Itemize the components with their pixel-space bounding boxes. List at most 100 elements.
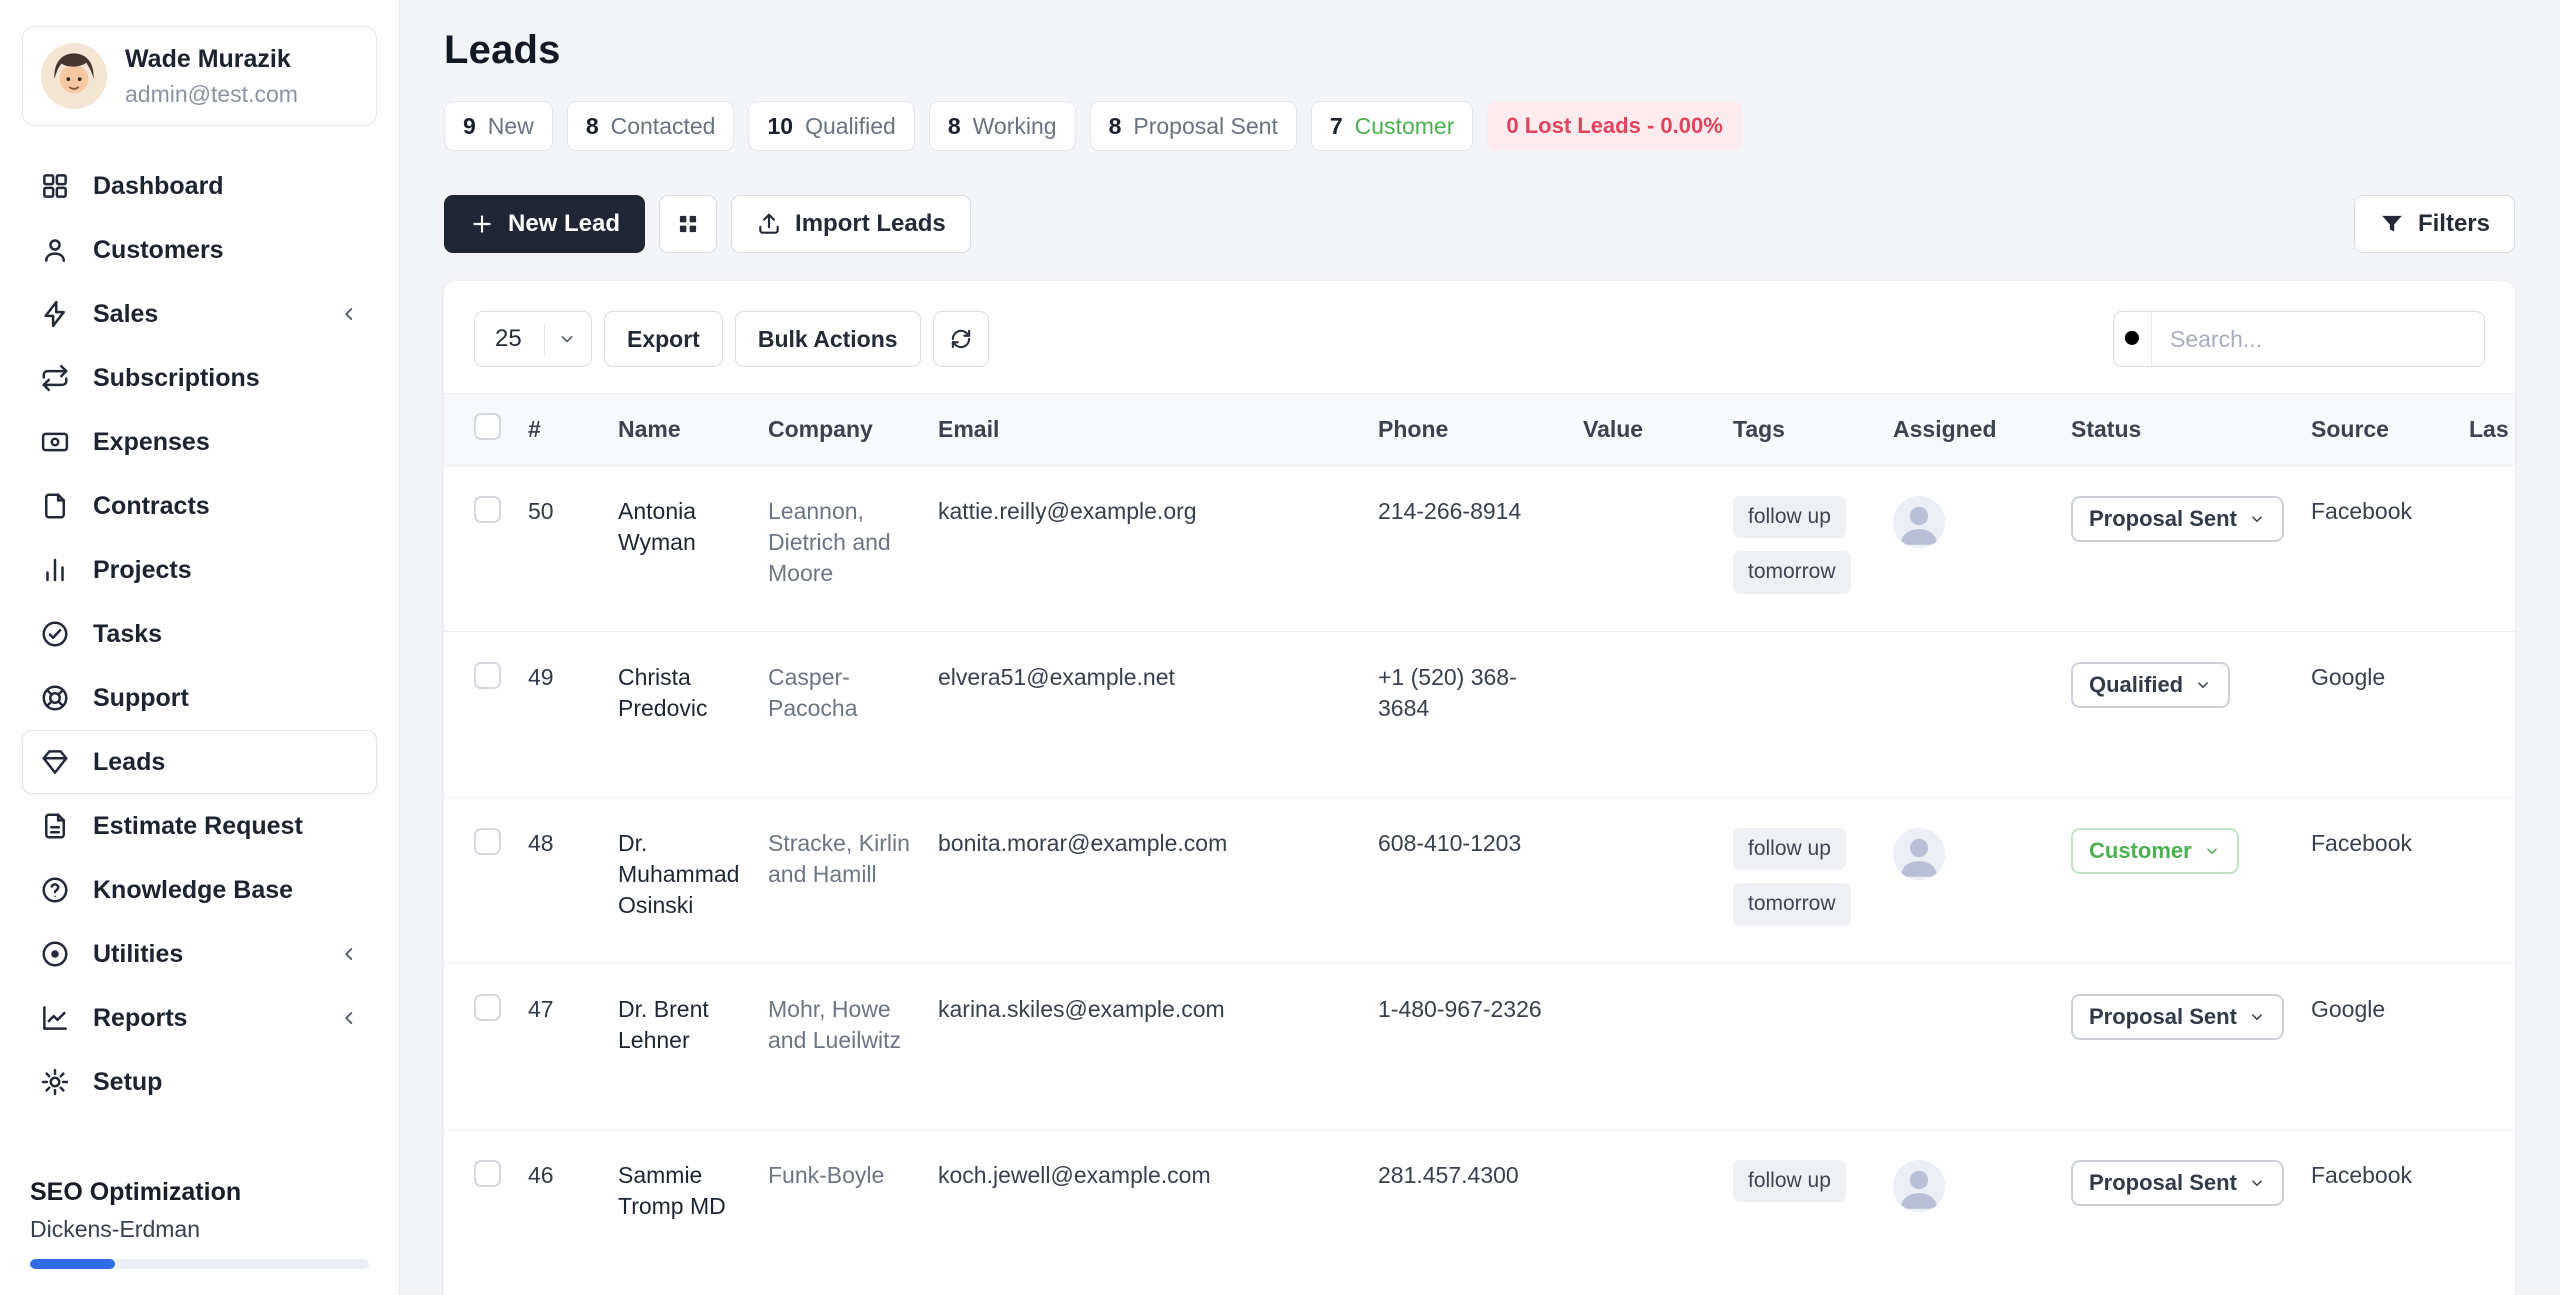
column-header-company[interactable]: Company — [754, 393, 924, 466]
row-checkbox[interactable] — [474, 828, 501, 855]
sidebar-item-expenses[interactable]: Expenses — [22, 410, 377, 474]
cell-last — [2455, 963, 2515, 1130]
row-select-cell — [444, 963, 514, 1130]
column-header-email[interactable]: Email — [924, 393, 1364, 466]
chevron-down-icon — [2248, 1008, 2266, 1026]
pill-label: Contacted — [610, 112, 716, 139]
status-dropdown[interactable]: Proposal Sent — [2071, 1160, 2284, 1206]
sidebar-item-customers[interactable]: Customers — [22, 218, 377, 282]
status-label: Proposal Sent — [2089, 1004, 2237, 1029]
seo-title: SEO Optimization — [30, 1178, 242, 1206]
user-card[interactable]: Wade Murazik admin@test.com — [22, 26, 377, 126]
sidebar-item-projects[interactable]: Projects — [22, 538, 377, 602]
column-header-num[interactable]: # — [514, 393, 604, 466]
cell-name[interactable]: Christa Predovic — [604, 631, 754, 798]
cell-name[interactable]: Dr. Muhammad Osinski — [604, 797, 754, 964]
tag-chip: tomorrow — [1733, 551, 1851, 594]
summary-pill-lost-leads[interactable]: 0 Lost Leads - 0.00% — [1487, 101, 1742, 151]
status-dropdown[interactable]: Proposal Sent — [2071, 496, 2284, 542]
column-header-tags[interactable]: Tags — [1719, 393, 1879, 466]
status-dropdown[interactable]: Customer — [2071, 828, 2239, 874]
sidebar-item-estimate-request[interactable]: Estimate Request — [22, 794, 377, 858]
pill-count: 9 — [463, 112, 476, 139]
column-header-phone[interactable]: Phone — [1364, 393, 1569, 466]
new-lead-button[interactable]: New Lead — [444, 195, 646, 253]
cell-phone: +1 (520) 368-3684 — [1364, 631, 1569, 798]
sidebar-item-utilities[interactable]: Utilities — [22, 922, 377, 986]
row-checkbox[interactable] — [474, 1160, 501, 1187]
column-header-status[interactable]: Status — [2057, 393, 2297, 466]
assigned-avatar[interactable] — [1893, 828, 1945, 880]
pill-label: Qualified — [805, 112, 896, 139]
sidebar-item-dashboard[interactable]: Dashboard — [22, 154, 377, 218]
column-header-las[interactable]: Las — [2455, 393, 2515, 466]
export-button[interactable]: Export — [604, 311, 723, 367]
summary-pill-qualified[interactable]: 10 Qualified — [748, 101, 915, 151]
cell-assigned — [1879, 1129, 2057, 1295]
row-checkbox[interactable] — [474, 994, 501, 1021]
sidebar-item-label: Utilities — [93, 939, 184, 968]
cell-email: koch.jewell@example.com — [924, 1129, 1364, 1295]
cell-value — [1569, 631, 1719, 798]
sidebar-item-support[interactable]: Support — [22, 666, 377, 730]
chevron-down-icon — [2248, 1174, 2266, 1192]
summary-pill-contacted[interactable]: 8 Contacted — [566, 101, 735, 151]
pill-count: 8 — [947, 112, 961, 139]
summary-pill-working[interactable]: 8 Working — [928, 101, 1076, 151]
refresh-button[interactable] — [932, 311, 989, 367]
grid-view-button[interactable] — [659, 195, 718, 253]
sidebar-item-reports[interactable]: Reports — [22, 986, 377, 1050]
column-header-assigned[interactable]: Assigned — [1879, 393, 2057, 466]
status-dropdown[interactable]: Qualified — [2071, 662, 2231, 708]
sidebar-item-knowledge-base[interactable]: Knowledge Base — [22, 858, 377, 922]
cell-source: Google — [2297, 631, 2455, 798]
row-checkbox[interactable] — [474, 496, 501, 523]
cell-name[interactable]: Dr. Brent Lehner — [604, 963, 754, 1130]
cell-value — [1569, 963, 1719, 1130]
cell-status: Proposal Sent — [2057, 1129, 2297, 1295]
sidebar-item-tasks[interactable]: Tasks — [22, 602, 377, 666]
sidebar-item-leads[interactable]: Leads — [22, 730, 377, 794]
chevron-left-icon — [338, 303, 360, 325]
cell-name[interactable]: Sammie Tromp MD — [604, 1129, 754, 1295]
filter-icon — [2379, 211, 2405, 237]
chevron-down-icon — [557, 329, 577, 349]
sidebar-item-subscriptions[interactable]: Subscriptions — [22, 346, 377, 410]
leads-icon — [39, 747, 71, 777]
status-dropdown[interactable]: Proposal Sent — [2071, 994, 2284, 1040]
import-leads-button[interactable]: Import Leads — [731, 195, 971, 253]
search-input[interactable] — [2152, 312, 2484, 366]
user-avatar — [41, 43, 107, 109]
sidebar-item-label: Setup — [93, 1067, 163, 1096]
summary-pill-new[interactable]: 9 New — [444, 101, 553, 151]
assigned-avatar[interactable] — [1893, 1160, 1945, 1212]
row-select-cell — [444, 1129, 514, 1295]
sidebar-item-setup[interactable]: Setup — [22, 1050, 377, 1114]
column-header-value[interactable]: Value — [1569, 393, 1719, 466]
status-label: Customer — [2089, 838, 2192, 863]
search-icon[interactable] — [2114, 312, 2152, 366]
column-header-name[interactable]: Name — [604, 393, 754, 466]
assigned-avatar[interactable] — [1893, 496, 1945, 548]
table-row: 48 Dr. Muhammad Osinski Stracke, Kirlin an… — [444, 797, 2515, 964]
row-checkbox[interactable] — [474, 662, 501, 689]
sidebar: Wade Murazik admin@test.com Dashboard Cus… — [0, 0, 400, 1295]
select-all-checkbox[interactable] — [474, 413, 501, 440]
bulk-actions-button[interactable]: Bulk Actions — [734, 311, 921, 367]
sidebar-item-label: Leads — [93, 747, 166, 776]
cell-value — [1569, 797, 1719, 964]
sidebar-item-label: Tasks — [93, 619, 163, 648]
user-name: Wade Murazik — [125, 44, 291, 73]
summary-pill-proposal-sent[interactable]: 8 Proposal Sent — [1089, 101, 1297, 151]
sidebar-item-contracts[interactable]: Contracts — [22, 474, 377, 538]
column-header-source[interactable]: Source — [2297, 393, 2455, 466]
page-size-select[interactable]: 25 — [474, 311, 592, 367]
chevron-left-icon — [338, 1007, 360, 1029]
cell-last — [2455, 465, 2515, 632]
cell-name[interactable]: Antonia Wyman — [604, 465, 754, 632]
filters-button[interactable]: Filters — [2353, 195, 2515, 253]
pill-count: 8 — [585, 112, 599, 139]
summary-pill-customer[interactable]: 7 Customer — [1310, 101, 1474, 151]
page-title: Leads — [444, 28, 561, 72]
sidebar-item-sales[interactable]: Sales — [22, 282, 377, 346]
